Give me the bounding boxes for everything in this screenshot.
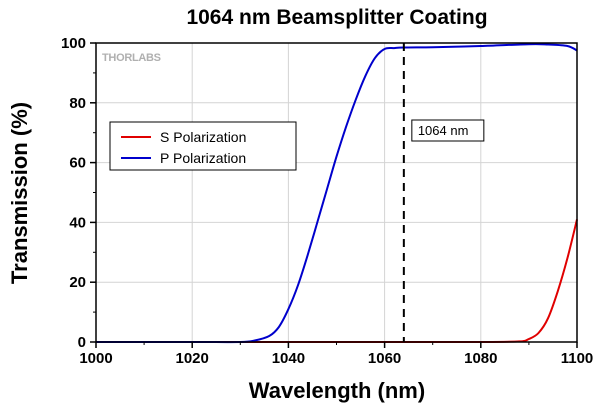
x-tick-label: 1060 xyxy=(368,350,401,367)
y-tick-label: 100 xyxy=(61,35,86,52)
y-tick-label: 80 xyxy=(69,95,86,112)
legend: S Polarization P Polarization xyxy=(109,121,297,171)
legend-box xyxy=(109,121,297,171)
y-tick-label: 60 xyxy=(69,155,86,172)
y-tick-label: 20 xyxy=(69,274,86,291)
plot-frame xyxy=(95,42,578,343)
x-tick-label: 1020 xyxy=(176,350,209,367)
x-tick-label: 1000 xyxy=(79,350,112,367)
legend-label: S Polarization xyxy=(160,129,246,145)
grid xyxy=(96,43,577,342)
x-axis-label: Wavelength (nm) xyxy=(249,378,425,403)
y-axis-label: Transmission (%) xyxy=(7,102,32,284)
annotation-layer: 1064 nm xyxy=(402,43,485,342)
x-tick-label: 1040 xyxy=(272,350,305,367)
series-line-s-polarization xyxy=(95,219,578,344)
x-tick-label: 1080 xyxy=(464,350,497,367)
watermark-logo: THORLABS xyxy=(102,52,161,64)
ticks: 1000 1020 1040 1060 1080 1100 0 20 40 60 80 100 xyxy=(61,35,593,367)
series-line-p-polarization xyxy=(95,43,578,344)
legend-label: P Polarization xyxy=(160,150,246,166)
chart-title: 1064 nm Beamsplitter Coating xyxy=(186,6,487,29)
annotation-label: 1064 nm xyxy=(418,123,469,138)
y-tick-label: 40 xyxy=(69,214,86,231)
y-tick-label: 0 xyxy=(78,334,86,351)
x-tick-label: 1100 xyxy=(561,350,594,367)
annotation-box xyxy=(411,119,485,142)
series-layer xyxy=(95,43,578,344)
